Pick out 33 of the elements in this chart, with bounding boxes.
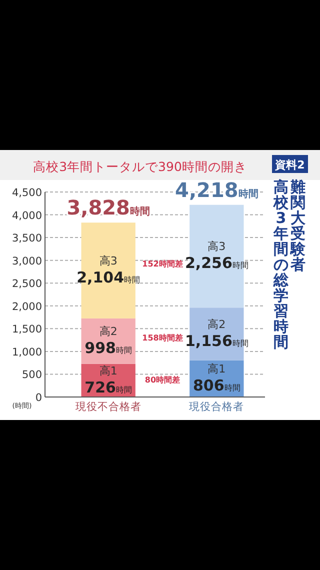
y-tick-label: 2,000 <box>12 300 42 313</box>
chart-title: 高校3年間トータルで390時間の開き <box>33 159 247 174</box>
x-tick-label: 現役合格者 <box>189 400 244 413</box>
text: 難関大受験者 <box>290 178 306 274</box>
total-label: 3,828時間 <box>66 196 150 220</box>
data-label: 998時間 <box>84 339 132 358</box>
data-label: 2,104時間 <box>76 268 140 287</box>
series-label: 高2 <box>99 325 118 338</box>
text: 高校3年間の総学習時間 <box>274 178 288 351</box>
y-tick-label: 0 <box>35 392 42 404</box>
y-tick-label: 1,000 <box>12 346 42 358</box>
total-label: 4,218時間 <box>175 178 258 202</box>
text: 資料2 <box>274 158 305 172</box>
data-label: 2,256時間 <box>184 254 248 272</box>
series-label: 高3 <box>208 240 226 254</box>
annotation: 158時間差 <box>142 334 183 343</box>
text: 高3 <box>99 254 118 268</box>
y-tick-label: 4,500 <box>12 187 42 199</box>
y-tick-label: 3,000 <box>12 255 42 268</box>
annotation: 80時間差 <box>144 376 180 385</box>
data-label: 806時間 <box>193 376 240 395</box>
y-tick-label: 500 <box>22 369 42 382</box>
data-label: 726時間 <box>84 378 132 396</box>
y-tick-label: 4,000 <box>12 210 42 222</box>
x-tick-label: 現役不合格者 <box>75 400 142 413</box>
text: 高2 <box>208 318 226 331</box>
series-label: 高1 <box>99 364 118 378</box>
annotation: 152時間差 <box>142 259 183 268</box>
y-tick-label: 1,500 <box>12 324 42 336</box>
data-label: 1,156時間 <box>184 332 248 350</box>
y-tick-label: 3,500 <box>12 232 42 245</box>
text: 高1 <box>208 362 226 376</box>
y-tick-label: 2,500 <box>12 278 42 290</box>
